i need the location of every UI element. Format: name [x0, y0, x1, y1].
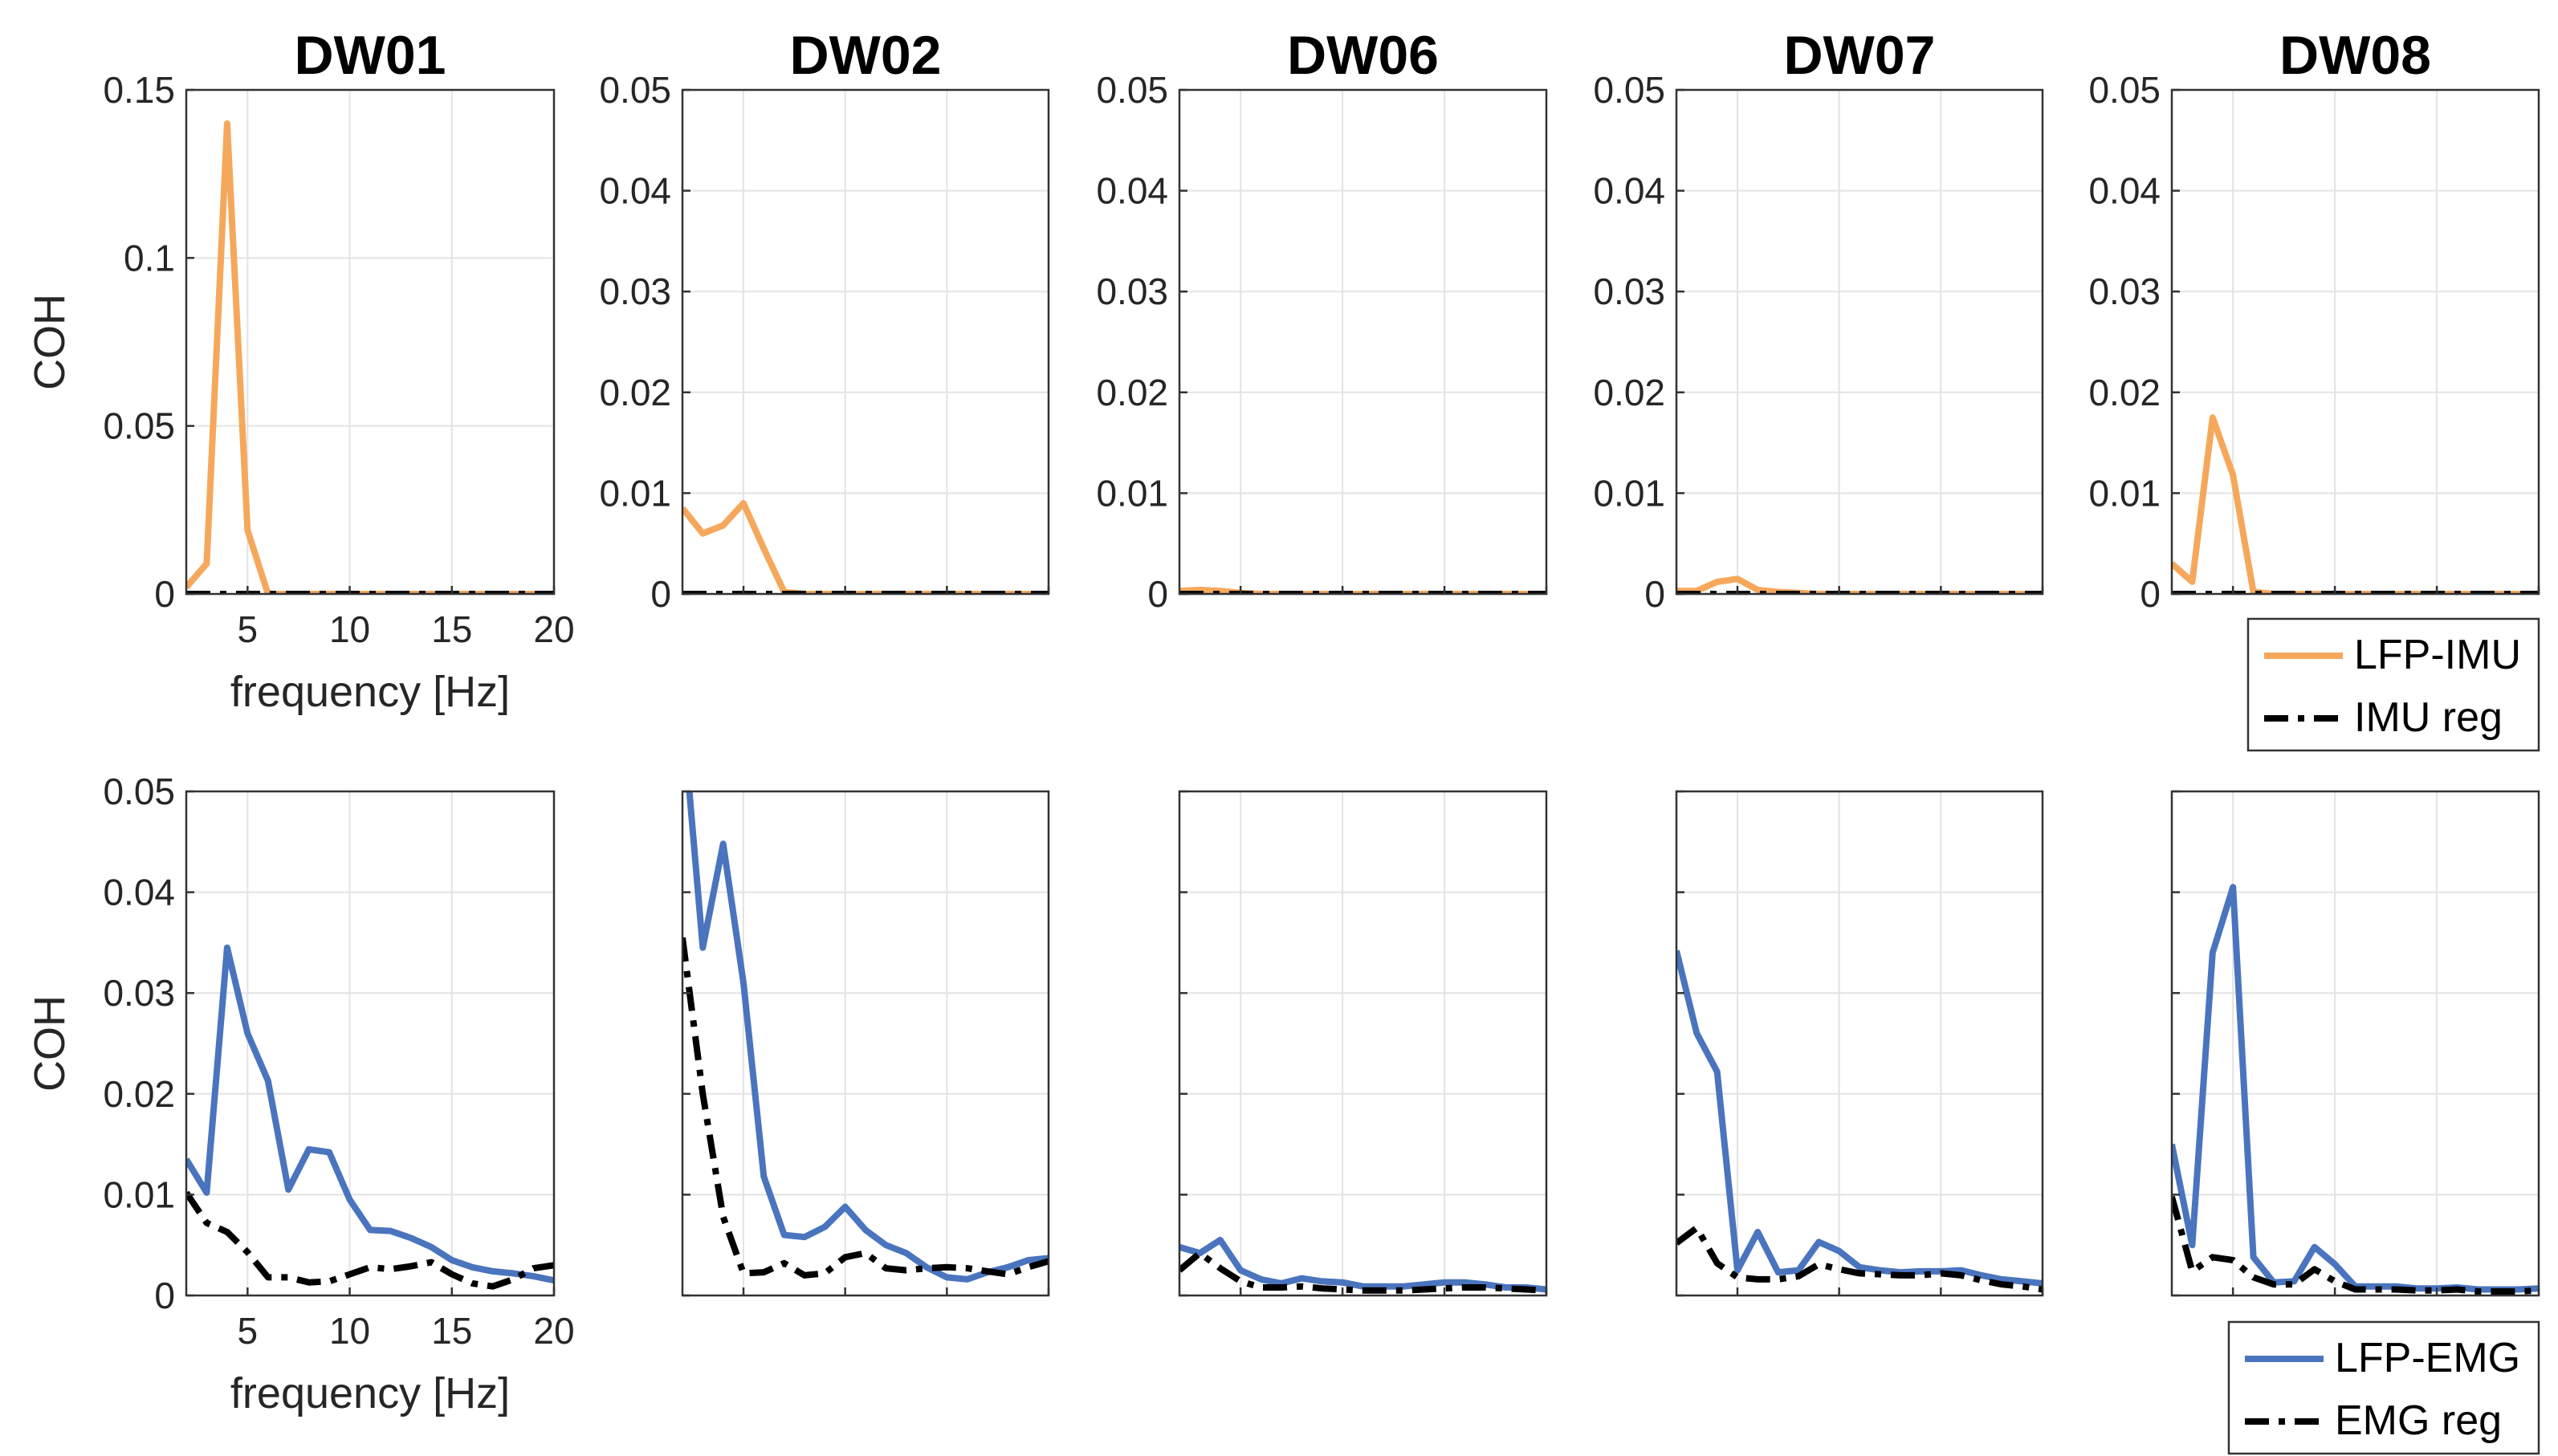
x-axis-label: frequency [Hz]	[230, 668, 510, 716]
panel-title: DW08	[2279, 25, 2431, 86]
panel-title: DW07	[1784, 25, 1936, 86]
panel-title: DW02	[790, 25, 942, 86]
plot-area	[1676, 90, 2043, 594]
y-tick-label: 0	[1644, 573, 1665, 615]
panel-bottom-dw07	[1675, 790, 2044, 1297]
y-tick-label: 0.05	[103, 771, 175, 812]
x-tick-label: 10	[329, 1310, 370, 1352]
panel-top-dw01: 5 10 15 20 0 0.05 0.1 0.15 DW01 frequency [Hz] COH	[26, 25, 575, 716]
axes-frame	[1178, 790, 1548, 1297]
legend-label-imu-reg: IMU reg	[2354, 694, 2503, 741]
y-tick-label: 0.03	[103, 972, 175, 1014]
x-tick-label: 15	[431, 608, 472, 650]
y-tick-label: 0.03	[1096, 270, 1168, 312]
panel-bottom-dw06	[1178, 790, 1548, 1297]
x-tick-label: 20	[533, 1310, 574, 1352]
plot-area	[1179, 90, 1546, 594]
plot-area	[2172, 90, 2539, 594]
panel-top-dw02: 0 0.01 0.02 0.03 0.04 0.05 DW02	[599, 25, 1050, 615]
legend-top: LFP-IMU IMU reg	[2246, 617, 2540, 752]
y-tick-label: 0.05	[1096, 69, 1168, 111]
x-tick-label: 20	[533, 608, 574, 650]
y-tick-label: 0.01	[599, 472, 671, 514]
y-tick-label: 0.04	[1096, 170, 1168, 212]
y-tick-label: 0.02	[1096, 372, 1168, 413]
y-axis-label: COH	[26, 995, 74, 1092]
axes-frame	[1675, 790, 2044, 1297]
y-tick-label: 0.02	[103, 1073, 175, 1115]
y-tick-label: 0	[2140, 573, 2161, 615]
y-tick-label: 0.02	[599, 372, 671, 413]
y-tick-label: 0.05	[2088, 69, 2161, 111]
panel-title: DW06	[1287, 25, 1439, 86]
plot-area	[682, 90, 1049, 594]
plot-area	[186, 791, 554, 1295]
panel-bottom-dw01: 5 10 15 20 0 0.01 0.02 0.03 0.04 0.05 frequency [H…	[26, 771, 575, 1417]
panel-bottom-dw02	[681, 790, 1050, 1297]
plot-area	[186, 90, 554, 594]
y-tick-label: 0.15	[103, 69, 175, 111]
x-axis-label: frequency [Hz]	[230, 1369, 510, 1417]
panel-top-dw08: 0 0.01 0.02 0.03 0.04 0.05 DW08	[2088, 25, 2540, 615]
y-tick-label: 0	[154, 1275, 175, 1316]
y-tick-label: 0	[154, 573, 175, 615]
plot-area	[1179, 791, 1546, 1295]
plot-area	[2172, 791, 2539, 1295]
y-tick-label: 0.04	[103, 872, 175, 913]
panel-bottom-dw08	[2170, 790, 2540, 1297]
legend-bottom: LFP-EMG EMG reg	[2227, 1320, 2540, 1455]
axes-frame	[185, 88, 556, 596]
axes-frame	[185, 790, 556, 1297]
y-tick-label: 0.04	[2088, 170, 2161, 212]
y-tick-label: 0	[650, 573, 671, 615]
y-tick-label: 0.05	[103, 405, 175, 447]
y-tick-label: 0.01	[2088, 472, 2161, 514]
y-axis-label: COH	[26, 294, 74, 390]
x-tick-label: 5	[238, 1310, 259, 1352]
legend-box	[2246, 617, 2540, 752]
y-tick-label: 0.03	[1593, 270, 1665, 312]
legend-label-lfp-emg: LFP-EMG	[2335, 1335, 2520, 1381]
panel-top-dw07: 0 0.01 0.02 0.03 0.04 0.05 DW07	[1593, 25, 2044, 615]
legend-label-emg-reg: EMG reg	[2335, 1397, 2502, 1444]
y-tick-label: 0.03	[2088, 270, 2161, 312]
legend-box	[2227, 1320, 2540, 1455]
x-tick-label: 15	[431, 1310, 472, 1352]
panel-title: DW01	[295, 25, 446, 86]
axes-frame	[1675, 88, 2044, 596]
axes-frame	[1178, 88, 1548, 596]
y-tick-label: 0.02	[2088, 372, 2161, 413]
x-tick-label: 10	[329, 608, 370, 650]
y-tick-label: 0.01	[1096, 472, 1168, 514]
axes-frame	[2170, 790, 2540, 1297]
legend-label-lfp-imu: LFP-IMU	[2354, 632, 2521, 678]
axes-frame	[2170, 88, 2540, 596]
y-tick-label: 0.1	[124, 237, 175, 279]
y-tick-label: 0.05	[1593, 69, 1665, 111]
axes-frame	[681, 790, 1050, 1297]
plot-area	[682, 791, 1049, 1295]
panel-top-dw06: 0 0.01 0.02 0.03 0.04 0.05 DW06	[1096, 25, 1548, 615]
y-tick-label: 0.04	[1593, 170, 1665, 212]
x-tick-label: 5	[238, 608, 259, 650]
y-tick-label: 0.02	[1593, 372, 1665, 413]
y-tick-label: 0.05	[599, 69, 671, 111]
y-tick-label: 0.04	[599, 170, 671, 212]
y-tick-label: 0	[1147, 573, 1168, 615]
y-tick-label: 0.01	[1593, 472, 1665, 514]
axes-frame	[681, 88, 1050, 596]
y-tick-label: 0.03	[599, 270, 671, 312]
y-tick-label: 0.01	[103, 1173, 175, 1215]
